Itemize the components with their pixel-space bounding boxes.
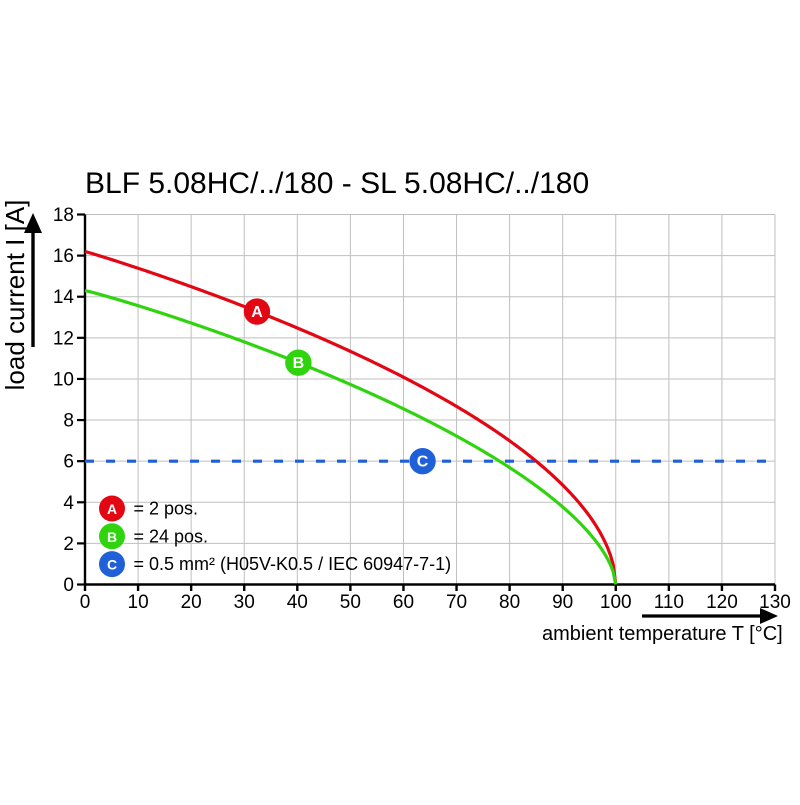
svg-text:14: 14 xyxy=(53,287,75,308)
svg-text:0: 0 xyxy=(80,592,91,613)
svg-text:A: A xyxy=(107,501,117,517)
svg-text:4: 4 xyxy=(63,493,74,514)
svg-text:100: 100 xyxy=(600,592,632,613)
svg-text:12: 12 xyxy=(53,328,74,349)
svg-text:load current I [A]: load current I [A] xyxy=(0,200,30,391)
svg-text:= 0.5 mm² (H05V-K0.5 / IEC 609: = 0.5 mm² (H05V-K0.5 / IEC 60947-7-1) xyxy=(134,554,452,574)
svg-text:= 24 pos.: = 24 pos. xyxy=(134,526,209,546)
svg-text:120: 120 xyxy=(706,592,738,613)
svg-text:40: 40 xyxy=(287,592,308,613)
svg-text:A: A xyxy=(251,304,263,321)
svg-text:6: 6 xyxy=(63,452,74,473)
svg-text:30: 30 xyxy=(234,592,255,613)
svg-text:10: 10 xyxy=(128,592,149,613)
svg-text:18: 18 xyxy=(53,205,74,226)
svg-text:20: 20 xyxy=(181,592,202,613)
svg-text:80: 80 xyxy=(499,592,520,613)
svg-text:BLF 5.08HC/../180 - SL 5.08HC/: BLF 5.08HC/../180 - SL 5.08HC/../180 xyxy=(85,167,589,200)
svg-text:90: 90 xyxy=(552,592,573,613)
svg-text:2: 2 xyxy=(63,534,74,555)
svg-text:C: C xyxy=(417,454,429,471)
svg-text:B: B xyxy=(107,529,117,545)
svg-text:0: 0 xyxy=(63,575,74,596)
svg-text:10: 10 xyxy=(53,369,74,390)
svg-text:70: 70 xyxy=(446,592,467,613)
svg-text:= 2 pos.: = 2 pos. xyxy=(134,499,199,519)
svg-text:60: 60 xyxy=(393,592,414,613)
svg-text:50: 50 xyxy=(340,592,361,613)
svg-text:110: 110 xyxy=(654,592,684,613)
svg-text:8: 8 xyxy=(63,411,74,432)
svg-text:16: 16 xyxy=(53,246,74,267)
svg-text:C: C xyxy=(107,557,117,573)
svg-text:B: B xyxy=(293,355,305,372)
svg-text:ambient temperature T [°C]: ambient temperature T [°C] xyxy=(542,623,783,645)
